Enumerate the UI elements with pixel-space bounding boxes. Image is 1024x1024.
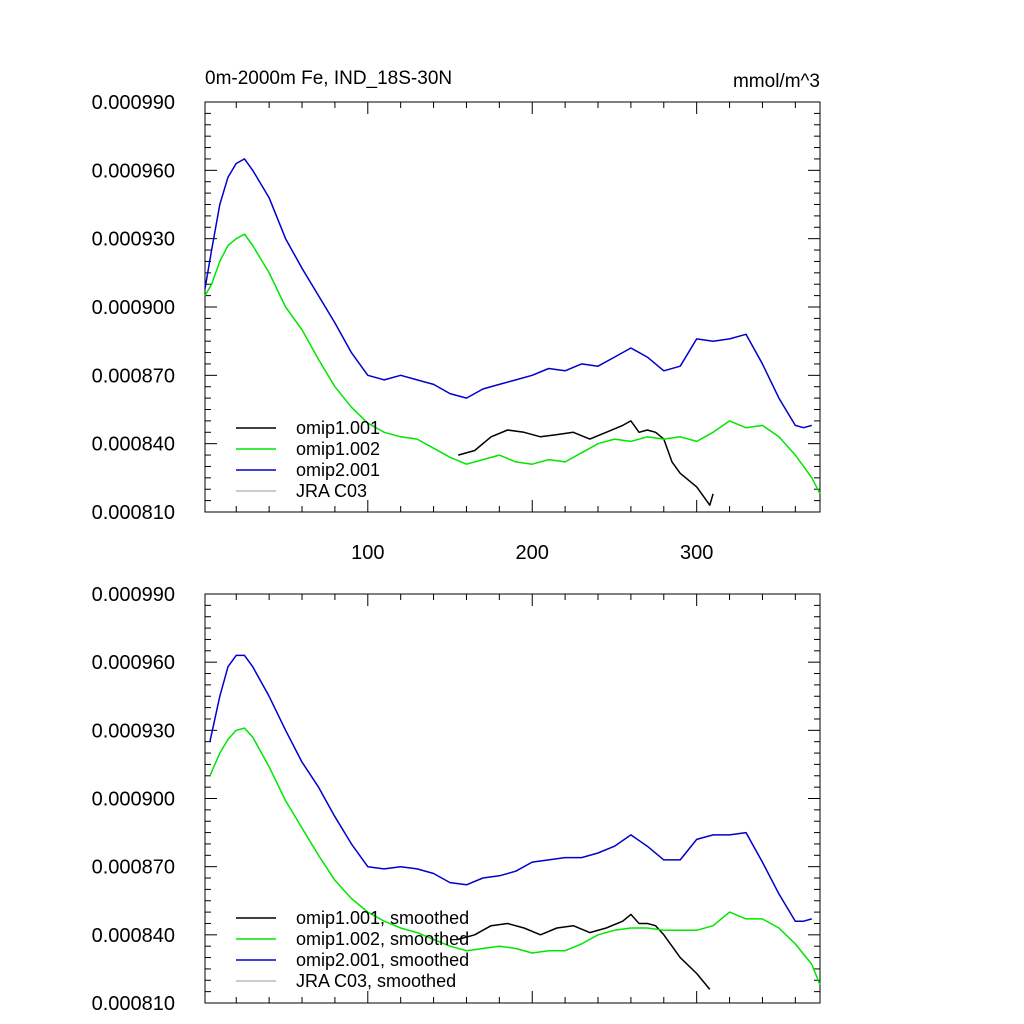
legend-label: JRA C03, smoothed (296, 971, 456, 991)
y-tick-label: 0.000810 (92, 993, 175, 1015)
y-tick-label: 0.000870 (92, 365, 175, 387)
y-tick-label: 0.000900 (92, 789, 175, 811)
x-tick-label: 300 (680, 542, 713, 564)
y-tick-label: 0.000960 (92, 160, 175, 182)
y-tick-label: 0.000840 (92, 434, 175, 456)
series-line-omip2-001-smoothed (209, 654, 813, 922)
panel-bottom-smoothed: 0.000810 0.000840 0.000870 0.000900 0.000930… (92, 584, 821, 1015)
chart-title: 0m-2000m Fe, IND_18S-30N (205, 68, 452, 89)
y-tick-label: 0.000840 (92, 925, 175, 947)
series-line-omip1-002 (204, 233, 821, 495)
y-tick-label: 0.000930 (92, 229, 175, 251)
legend-label: omip1.001, smoothed (296, 908, 469, 928)
legend-label: JRA C03 (296, 481, 367, 501)
chart-units: mmol/m^3 (733, 71, 820, 92)
y-tick-label: 0.000930 (92, 720, 175, 742)
x-tick-label: 100 (351, 542, 384, 564)
y-tick-label: 0.000870 (92, 857, 175, 879)
y-tick-label: 0.000810 (92, 502, 175, 524)
series-line-omip1-001-smoothed (457, 913, 711, 990)
y-tick-label: 0.000900 (92, 297, 175, 319)
y-tick-label: 0.000960 (92, 652, 175, 674)
series-line-omip1-001 (457, 420, 714, 506)
x-tick-label: 200 (516, 542, 549, 564)
legend-label: omip1.001 (296, 418, 380, 438)
legend-label: omip2.001, smoothed (296, 950, 469, 970)
legend-label: omip1.002, smoothed (296, 929, 469, 949)
series-line-omip2-001 (204, 158, 813, 429)
y-tick-label: 0.000990 (92, 92, 175, 114)
legend-label: omip1.002 (296, 439, 380, 459)
legend-label: omip2.001 (296, 460, 380, 480)
series-line-omip1-002-smoothed (209, 727, 821, 986)
panel-top-raw: 0.000810 0.000840 0.000870 0.000900 0.000930… (92, 92, 821, 564)
y-tick-label: 0.000990 (92, 584, 175, 606)
